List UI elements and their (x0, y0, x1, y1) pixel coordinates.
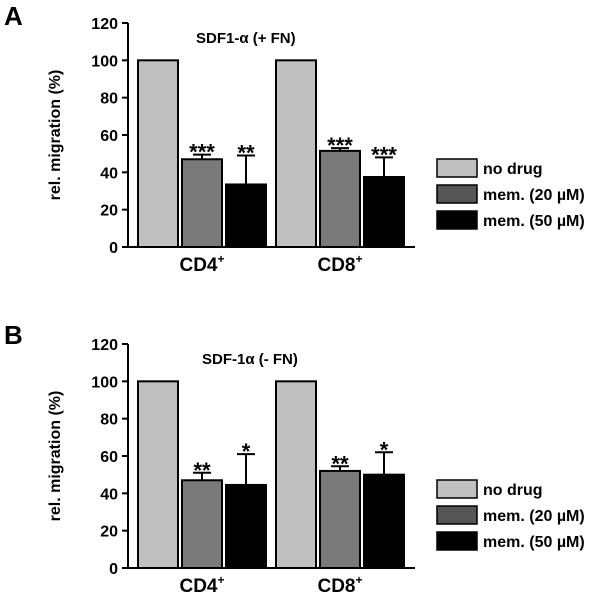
legend: no drug mem. (20 µM) mem. (50 µM) (436, 479, 585, 551)
bar-no-drug-cd4 (137, 380, 179, 570)
significance-label: * (380, 437, 389, 462)
y-tick-label: 80 (100, 412, 118, 429)
bar-mem-20-m--cd4 (181, 479, 223, 569)
y-tick-label: 80 (100, 91, 118, 108)
bar-no-drug-cd8 (275, 59, 317, 249)
legend-label: mem. (20 µM) (483, 187, 585, 204)
bar-mem-20-m--cd4 (181, 158, 223, 248)
y-tick-label: 60 (100, 449, 118, 466)
panel-letter: B (4, 320, 23, 350)
category-label: CD8+ (317, 573, 362, 597)
significance-label: *** (189, 140, 215, 165)
legend: no drug mem. (20 µM) mem. (50 µM) (436, 158, 585, 230)
category-label: CD8+ (317, 252, 362, 276)
significance-label: ** (237, 141, 255, 166)
significance-label: *** (327, 133, 353, 158)
legend-swatch (436, 479, 478, 499)
y-tick-label: 120 (91, 16, 118, 33)
y-tick-label: 0 (109, 561, 118, 578)
y-axis-label: rel. migration (%) (47, 391, 64, 522)
legend-swatch (436, 210, 478, 230)
legend-swatch (436, 531, 478, 551)
y-tick-label: 20 (100, 203, 118, 220)
y-tick-label: 100 (91, 374, 118, 391)
legend-swatch (436, 158, 478, 178)
category-label: CD4+ (179, 573, 224, 597)
significance-label: * (242, 439, 251, 464)
category-label: CD4+ (179, 252, 224, 276)
legend-label: mem. (50 µM) (483, 534, 585, 551)
legend-swatch (436, 505, 478, 525)
bar-mem-50-m--cd8 (363, 473, 405, 569)
bar-mem-50-m--cd8 (363, 176, 405, 248)
y-tick-label: 40 (100, 165, 118, 182)
bar-mem-50-m--cd4 (225, 183, 267, 248)
bar-mem-50-m--cd4 (225, 483, 267, 569)
bar-mem-20-m--cd8 (319, 149, 361, 248)
legend-label: mem. (50 µM) (483, 213, 585, 230)
chart-title: SDF-1α (- FN) (202, 351, 298, 368)
significance-label: *** (371, 142, 397, 167)
legend-label: no drug (483, 161, 543, 178)
legend-label: mem. (20 µM) (483, 508, 585, 525)
significance-label: ** (193, 458, 211, 483)
significance-label: ** (331, 451, 349, 476)
y-tick-label: 100 (91, 53, 118, 70)
bar-no-drug-cd8 (275, 380, 317, 570)
y-tick-label: 20 (100, 524, 118, 541)
y-tick-label: 40 (100, 486, 118, 503)
y-tick-label: 0 (109, 240, 118, 257)
y-tick-label: 60 (100, 128, 118, 145)
chart-title: SDF1-α (+ FN) (196, 30, 296, 47)
panel-a: A SDF1-α (+ FN) rel. migration (%) 0 20 40 60 8… (4, 1, 585, 276)
panel-b: B SDF-1α (- FN) rel. migration (%) 0 20 40 60 8… (4, 320, 585, 597)
bar-mem-20-m--cd8 (319, 469, 361, 569)
y-axis-label: rel. migration (%) (47, 70, 64, 201)
panel-letter: A (4, 1, 23, 31)
y-tick-label: 120 (91, 337, 118, 354)
legend-label: no drug (483, 482, 543, 499)
legend-swatch (436, 184, 478, 204)
bar-no-drug-cd4 (137, 59, 179, 249)
